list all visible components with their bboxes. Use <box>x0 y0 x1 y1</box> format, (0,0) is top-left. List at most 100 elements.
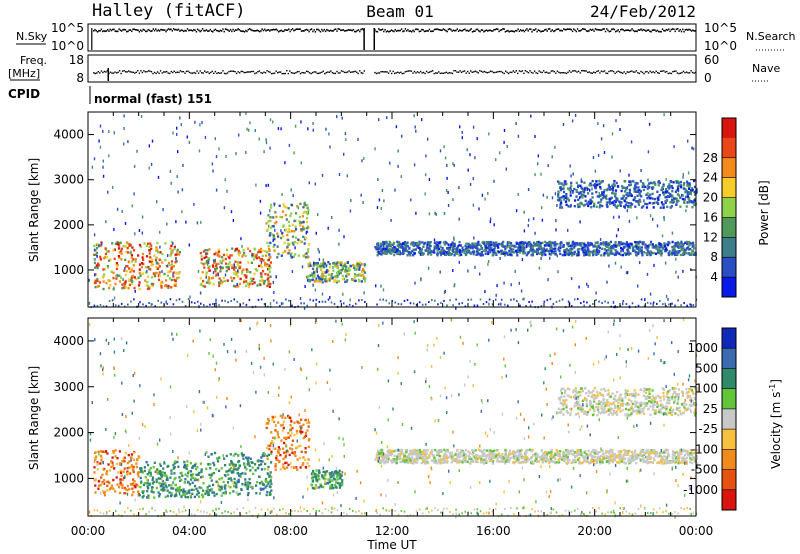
nsky-point <box>551 29 553 31</box>
heatmap-cell <box>319 265 322 268</box>
nsky-point <box>210 30 213 32</box>
scatter-cell <box>656 224 659 228</box>
heatmap-cell <box>303 242 306 245</box>
heatmap-cell <box>150 244 153 247</box>
heatmap-cell <box>133 485 136 488</box>
scatter-cell <box>474 156 476 160</box>
heatmap-cell <box>285 206 288 209</box>
colorbar-tick-label: 12 <box>703 230 718 244</box>
ground-cell <box>671 302 673 305</box>
nsky-point <box>288 28 290 30</box>
heatmap-cell <box>665 195 668 199</box>
freq-point <box>228 70 230 73</box>
heatmap-cell <box>267 453 270 457</box>
heatmap-cell <box>409 254 412 257</box>
heatmap-cell <box>315 263 318 267</box>
heatmap-cell <box>120 258 123 261</box>
heatmap-cell <box>438 241 441 245</box>
heatmap-cell <box>529 249 532 252</box>
heatmap-cell <box>265 263 268 266</box>
scatter-cell <box>274 228 276 232</box>
heatmap-cell <box>142 258 145 261</box>
nsky-point <box>673 28 675 30</box>
heatmap-cell <box>138 271 141 275</box>
heatmap-cell <box>170 266 173 269</box>
scatter-cell <box>637 284 639 288</box>
scatter-cell <box>284 161 286 165</box>
heatmap-cell <box>97 262 100 265</box>
heatmap-cell <box>258 464 261 467</box>
heatmap-cell <box>165 474 168 478</box>
freq-point <box>219 72 221 74</box>
heatmap-cell <box>592 184 595 187</box>
ground-cell <box>312 299 315 302</box>
freq-point <box>255 72 258 74</box>
heatmap-cell <box>354 275 357 278</box>
heatmap-cell <box>294 253 297 256</box>
scatter-cell <box>198 149 201 153</box>
nsky-point <box>398 29 400 32</box>
nsky-point <box>321 28 323 31</box>
heatmap-cell <box>272 234 275 237</box>
nsky-point <box>158 30 161 32</box>
heatmap-cell <box>337 280 341 283</box>
scatter-cell <box>134 289 136 293</box>
heatmap-cell <box>647 246 650 249</box>
freq-point <box>473 71 475 73</box>
scatter-cell <box>98 244 100 248</box>
nsky-point <box>464 28 466 30</box>
heatmap-cell <box>260 279 263 283</box>
scatter-cell <box>304 201 306 205</box>
ground-cell <box>342 302 345 305</box>
freq-point <box>354 70 356 72</box>
freq-point <box>535 72 537 74</box>
heatmap-cell <box>482 249 485 252</box>
heatmap-cell <box>170 484 173 487</box>
heatmap-cell <box>289 214 292 218</box>
nsky-strip-frame <box>87 23 697 52</box>
heatmap-cell <box>267 480 270 484</box>
heatmap-cell <box>294 225 297 228</box>
heatmap-cell <box>289 447 292 450</box>
ground-cell <box>148 302 150 304</box>
heatmap-cell <box>94 491 97 494</box>
nsky-point <box>508 30 510 33</box>
heatmap-cell <box>128 487 131 491</box>
heatmap-cell <box>592 250 595 253</box>
heatmap-cell <box>614 205 617 208</box>
heatmap-cell <box>467 245 470 248</box>
heatmap-cell <box>642 188 645 192</box>
heatmap-cell <box>227 473 230 476</box>
ground-cell <box>117 304 120 307</box>
heatmap-cell <box>691 188 694 191</box>
scatter-cell <box>611 155 613 159</box>
ground-cell <box>428 301 430 304</box>
heatmap-cell <box>172 284 175 287</box>
heatmap-cell <box>241 255 244 258</box>
heatmap-cell <box>414 248 417 251</box>
heatmap-cell <box>562 184 565 187</box>
heatmap-cell <box>146 482 149 485</box>
nsky-point <box>278 30 280 33</box>
heatmap-cell <box>548 240 551 244</box>
heatmap-cell <box>142 491 145 494</box>
heatmap-cell <box>271 418 274 422</box>
heatmap-cell <box>558 249 561 253</box>
heatmap-cell <box>218 488 221 491</box>
scatter-cell <box>673 145 675 149</box>
freq-point <box>574 70 577 72</box>
heatmap-cell <box>265 426 268 430</box>
heatmap-cell <box>273 243 276 247</box>
nsky-point <box>240 30 242 32</box>
ground-cell <box>248 298 251 301</box>
heatmap-cell <box>337 270 340 274</box>
heatmap-cell <box>691 206 694 209</box>
heatmap-cell <box>584 245 587 248</box>
heatmap-cell <box>308 464 311 468</box>
scatter-cell <box>505 167 507 171</box>
nsky-point <box>260 30 262 32</box>
heatmap-cell <box>682 243 685 246</box>
ground-cell <box>473 304 476 307</box>
heatmap-cell <box>152 466 155 469</box>
freq-point <box>506 71 508 74</box>
